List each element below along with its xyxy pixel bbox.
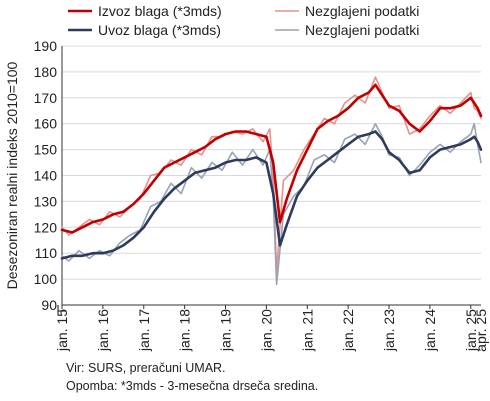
y-tick-label: 120 — [34, 219, 58, 235]
y-tick-label: 90 — [41, 297, 57, 313]
y-tick-label: 160 — [34, 116, 58, 132]
y-tick-label: 190 — [34, 38, 58, 54]
y-tick-label: 180 — [34, 64, 58, 80]
y-tick-label: 140 — [34, 168, 58, 184]
y-tick-label: 150 — [34, 142, 58, 158]
chart: 90 100 110 120 130 140 150 160 170 180 190 jan. 15 j… — [4, 3, 489, 352]
x-tick-label: jan. 15 — [54, 309, 70, 352]
series-line-0 — [60, 83, 483, 234]
y-tick-label: 130 — [34, 193, 58, 209]
y-tick-label: 170 — [34, 90, 58, 106]
legend-label: Izvoz blaga (*3mds) — [98, 3, 222, 19]
series-line-2 — [60, 130, 483, 260]
legend-label: Uvoz blaga (*3mds) — [98, 22, 221, 38]
x-tick-label: jan. 21 — [299, 309, 315, 352]
remark-note: Opomba: *3mds - 3-mesečna drseča sredina… — [66, 379, 319, 393]
series-line-3 — [61, 122, 482, 286]
x-tick-label: jan. 25 — [463, 309, 479, 352]
x-tick-label: jan. 17 — [136, 309, 152, 352]
y-axis-label: Desezoniran realni indeks 2010=100 — [4, 61, 20, 289]
x-tick-label: jan. 22 — [340, 309, 356, 352]
axis-break-mark — [57, 305, 66, 312]
x-end-label: apr. 25 — [473, 309, 489, 352]
y-tick-label: 100 — [34, 271, 58, 287]
legend-label: Nezglajeni podatki — [305, 3, 419, 19]
legend-label: Nezglajeni podatki — [305, 22, 419, 38]
x-tick-label: jan. 20 — [258, 309, 274, 352]
x-tick-label: jan. 19 — [218, 309, 234, 352]
source-note: Vir: SURS, preračuni UMAR. — [66, 361, 226, 375]
x-tick-label: jan. 24 — [422, 309, 438, 352]
x-tick-label: jan. 18 — [177, 309, 193, 352]
y-tick-label: 110 — [35, 245, 58, 261]
x-tick-label: jan. 23 — [381, 309, 397, 352]
x-tick-label: jan. 16 — [95, 309, 111, 352]
